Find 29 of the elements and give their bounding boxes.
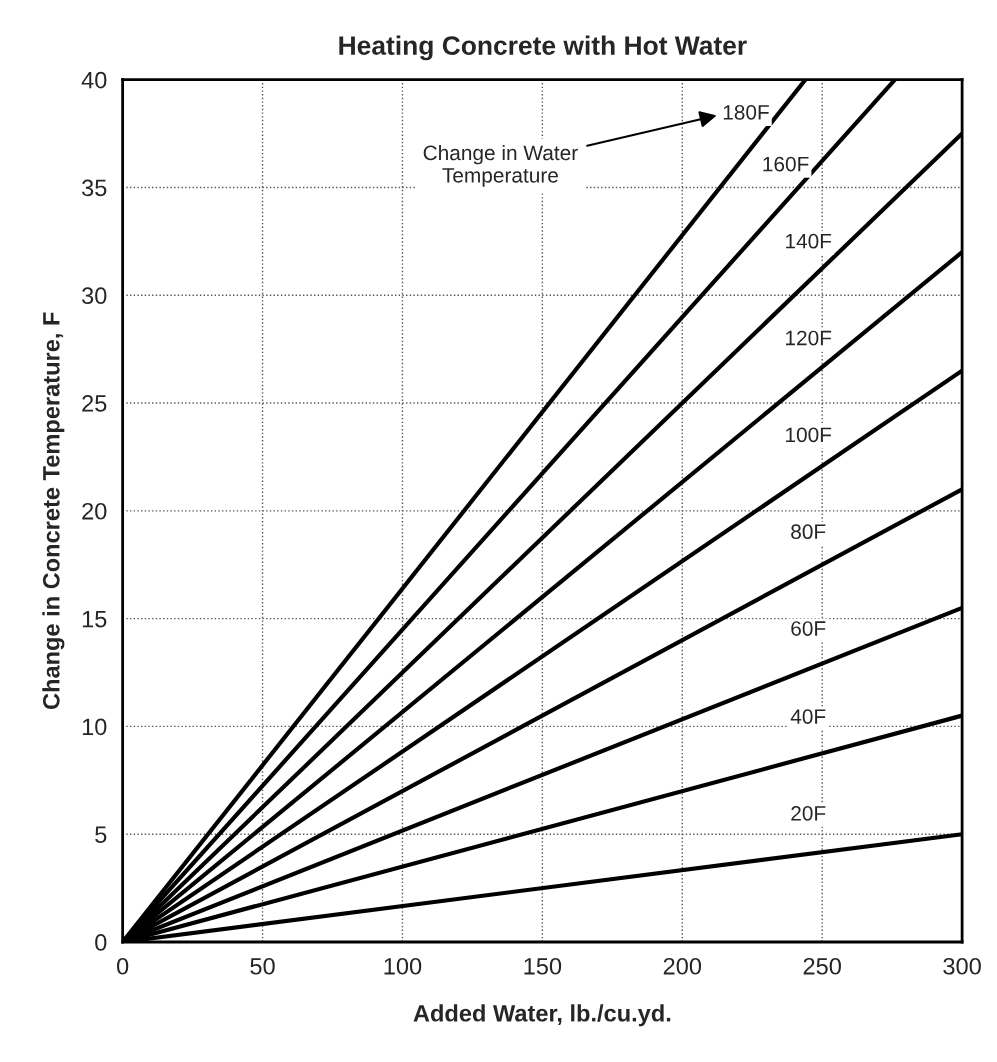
y-tick-label: 0	[95, 934, 107, 951]
annotation: Change in Water Temperature	[423, 144, 578, 187]
series-label: 120F	[786, 330, 832, 346]
x-tick-label: 200	[663, 957, 702, 975]
x-axis-title: Added Water, lb./cu.yd.	[413, 1004, 671, 1027]
series-label: 80F	[791, 524, 826, 540]
y-tick-label: 35	[81, 179, 107, 197]
series-label: 60F	[791, 621, 826, 636]
x-tick-label: 250	[803, 957, 841, 975]
series-label: 20F	[791, 806, 826, 821]
x-tick-label: 50	[250, 957, 275, 975]
chart-title: Heating Concrete with Hot Water	[339, 35, 747, 61]
series-label: 100F	[786, 427, 832, 443]
y-axis-title: Change in Concrete Temperature, F	[42, 312, 65, 710]
y-tick-label: 40	[81, 71, 107, 89]
series-label: 160F	[763, 156, 809, 172]
x-tick-label: 100	[384, 957, 422, 975]
y-tick-label: 30	[81, 287, 107, 305]
series-label: 140F	[786, 233, 832, 249]
legend-label: 180F	[723, 104, 769, 120]
series-label: 40F	[790, 709, 826, 724]
y-tick-label: 25	[82, 395, 107, 412]
y-tick-label: 20	[82, 502, 107, 520]
x-tick-label: 300	[943, 957, 981, 975]
y-tick-label: 5	[95, 826, 107, 843]
y-tick-label: 15	[82, 610, 107, 628]
y-tick-label: 10	[82, 718, 107, 736]
x-tick-label: 150	[524, 957, 562, 975]
x-tick-label: 0	[116, 957, 129, 975]
